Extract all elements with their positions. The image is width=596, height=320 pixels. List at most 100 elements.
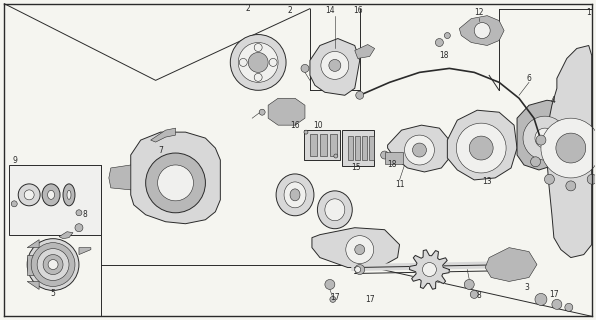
Circle shape <box>325 279 335 289</box>
Circle shape <box>566 181 576 191</box>
Text: 2: 2 <box>288 6 293 15</box>
Ellipse shape <box>284 182 306 208</box>
Circle shape <box>18 184 40 206</box>
Circle shape <box>556 133 586 163</box>
Circle shape <box>76 210 82 216</box>
Text: 16: 16 <box>290 121 300 130</box>
Text: 10: 10 <box>313 121 322 130</box>
Bar <box>355 136 360 160</box>
Bar <box>10 165 101 235</box>
Text: 6: 6 <box>526 74 532 83</box>
Ellipse shape <box>63 184 75 206</box>
Circle shape <box>565 303 573 311</box>
Circle shape <box>355 267 361 273</box>
Polygon shape <box>448 110 517 180</box>
Text: 7: 7 <box>158 146 163 155</box>
Text: 8: 8 <box>477 291 482 300</box>
Circle shape <box>248 52 268 72</box>
Polygon shape <box>355 44 375 59</box>
Circle shape <box>530 157 541 167</box>
Circle shape <box>464 279 474 289</box>
Polygon shape <box>131 132 221 224</box>
Polygon shape <box>109 165 131 190</box>
Circle shape <box>31 243 75 286</box>
Text: 3: 3 <box>524 283 529 292</box>
Polygon shape <box>151 128 176 142</box>
Text: 9: 9 <box>13 156 18 164</box>
Circle shape <box>535 293 547 305</box>
Circle shape <box>254 44 262 52</box>
Bar <box>320 134 327 156</box>
Bar <box>27 255 39 275</box>
Text: 12: 12 <box>474 8 484 17</box>
Polygon shape <box>460 16 504 45</box>
Text: 18: 18 <box>440 51 449 60</box>
Circle shape <box>356 91 364 99</box>
Circle shape <box>27 239 79 291</box>
Circle shape <box>535 128 555 148</box>
Circle shape <box>587 174 596 184</box>
Circle shape <box>423 262 436 276</box>
Circle shape <box>436 38 443 46</box>
Text: 5: 5 <box>51 289 55 298</box>
Circle shape <box>334 154 338 158</box>
Polygon shape <box>27 240 39 248</box>
Circle shape <box>230 35 286 90</box>
Bar <box>330 134 337 156</box>
Circle shape <box>536 135 546 145</box>
Circle shape <box>330 296 336 302</box>
Circle shape <box>470 291 478 298</box>
Text: 11: 11 <box>395 180 404 189</box>
Text: 16: 16 <box>353 6 362 15</box>
Polygon shape <box>517 100 571 170</box>
Circle shape <box>301 64 309 72</box>
Text: 15: 15 <box>351 164 361 172</box>
Text: 18: 18 <box>387 160 396 170</box>
Bar <box>384 152 402 164</box>
Text: 13: 13 <box>482 177 492 187</box>
Ellipse shape <box>67 190 71 199</box>
Bar <box>362 136 367 160</box>
Text: 1: 1 <box>586 8 591 17</box>
Circle shape <box>412 143 427 157</box>
Ellipse shape <box>42 184 60 206</box>
Polygon shape <box>547 45 592 258</box>
Polygon shape <box>79 248 91 255</box>
Circle shape <box>457 123 506 173</box>
Polygon shape <box>387 125 449 172</box>
Circle shape <box>321 52 349 79</box>
Circle shape <box>445 33 451 38</box>
Polygon shape <box>310 38 360 95</box>
Polygon shape <box>485 248 537 282</box>
Circle shape <box>269 59 277 67</box>
Circle shape <box>48 260 58 269</box>
Bar <box>342 130 374 166</box>
Circle shape <box>37 249 69 280</box>
Circle shape <box>474 23 490 38</box>
Text: 17: 17 <box>549 290 558 299</box>
Ellipse shape <box>276 174 314 216</box>
Polygon shape <box>409 250 449 289</box>
Text: 8: 8 <box>83 210 87 219</box>
Polygon shape <box>27 282 39 289</box>
Circle shape <box>145 153 206 213</box>
Circle shape <box>355 265 365 275</box>
Text: 2: 2 <box>246 4 250 13</box>
Circle shape <box>75 224 83 232</box>
Circle shape <box>238 43 278 82</box>
Circle shape <box>381 151 389 159</box>
Ellipse shape <box>325 199 345 221</box>
Circle shape <box>157 165 194 201</box>
Circle shape <box>541 118 596 178</box>
Circle shape <box>523 116 567 160</box>
Ellipse shape <box>318 191 352 229</box>
Bar <box>304 130 340 160</box>
Circle shape <box>43 255 63 275</box>
Circle shape <box>11 201 17 207</box>
Polygon shape <box>268 98 305 125</box>
Circle shape <box>469 136 493 160</box>
Circle shape <box>405 135 434 165</box>
Circle shape <box>239 59 247 67</box>
Bar <box>348 136 353 160</box>
Text: 17: 17 <box>330 293 340 302</box>
